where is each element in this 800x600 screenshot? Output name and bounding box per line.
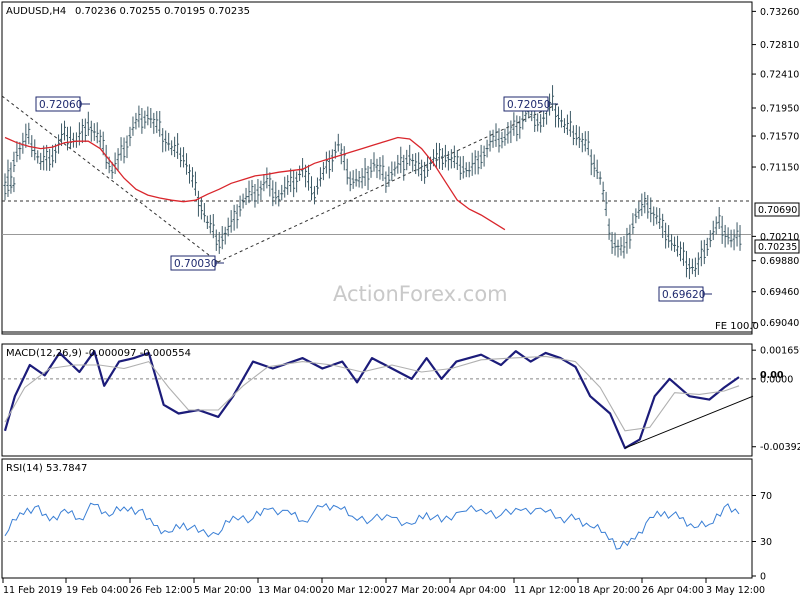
price-layer: 0.73260 0.72810 0.72410 0.71950 0.71570 0.711… (1, 7, 799, 333)
macd-axis-label: 0.0000 (760, 374, 793, 385)
macd-title: MACD(12,26,9) -0.000097 -0.000554 (6, 348, 191, 359)
price-title: AUDUSD,H4 (6, 6, 66, 17)
x-axis-label: 11 Feb 2019 (3, 585, 62, 596)
svg-text:0.72050: 0.72050 (507, 99, 550, 111)
x-axis-label: 18 Apr 20:00 (578, 585, 640, 596)
annotation-high-2: 0.72050 (503, 96, 550, 112)
macd-zero-label: 0.00 (760, 370, 784, 381)
macd-line (3, 350, 740, 450)
svg-text:0.70690: 0.70690 (758, 205, 797, 216)
rsi-line (4, 502, 740, 550)
svg-text:0.72060: 0.72060 (39, 99, 82, 111)
price-axis-label: 0.73260 (760, 7, 799, 18)
price-axis-label: 0.70210 (760, 232, 799, 243)
macd-trend-line (624, 395, 754, 449)
rsi-axis-label: 0 (760, 572, 766, 583)
svg-text:0.70235: 0.70235 (758, 242, 797, 253)
rsi-layer: 70 30 0 (2, 491, 772, 583)
macd-axis-label: 0.001659 (760, 346, 800, 357)
annotation-low-2: 0.69620 (658, 286, 705, 302)
x-axis-label: 11 Apr 12:00 (514, 585, 576, 596)
macd-panel-frame (1, 343, 753, 457)
price-axis-label: 0.72810 (760, 40, 799, 51)
price-axis-label: 0.71570 (760, 132, 799, 143)
svg-text:0.69620: 0.69620 (662, 289, 705, 301)
annotation-high-1: 0.72060 (35, 96, 82, 112)
price-tag-resistance: 0.70690 (754, 202, 800, 217)
price-axis-label: 0.69040 (760, 318, 799, 329)
rsi-axis-label: 30 (760, 537, 772, 548)
rsi-title: RSI(14) 53.7847 (6, 463, 87, 474)
trend-line-down (1, 95, 219, 263)
price-axis-label: 0.69880 (760, 256, 799, 267)
price-axis-label: 0.71950 (760, 104, 799, 115)
signal-line (4, 355, 740, 432)
x-axis-label: 5 Mar 20:00 (194, 585, 251, 596)
fe-label: FE 100.0 (715, 321, 759, 332)
watermark: ActionForex.com (333, 282, 508, 306)
annotation-low-1: 0.70030 (170, 255, 217, 271)
rsi-panel-frame (1, 458, 753, 579)
rsi-axis-label: 70 (760, 491, 772, 502)
x-axis-label: 20 Mar 12:00 (322, 585, 385, 596)
x-axis-label: 3 May 12:00 (706, 585, 765, 596)
x-axis-label: 26 Apr 04:00 (642, 585, 704, 596)
price-axis-label: 0.69460 (760, 287, 799, 298)
price-panel-frame (1, 1, 753, 335)
macd-layer: 0.001659 0.0000 -0.003922 0.00 (2, 346, 800, 453)
ohlc-readout: 0.70236 0.70255 0.70195 0.70235 (75, 6, 250, 17)
x-axis-label: 4 Apr 04:00 (450, 585, 506, 596)
price-tag-current: 0.70235 (754, 239, 800, 254)
x-axis-label: 26 Feb 12:00 (130, 585, 192, 596)
x-axis-label: 27 Mar 20:00 (386, 585, 449, 596)
svg-text:0.70030: 0.70030 (174, 258, 217, 270)
moving-average-line (4, 136, 506, 231)
x-axis-label: 13 Mar 04:00 (258, 585, 321, 596)
price-axis-label: 0.72410 (760, 70, 799, 81)
macd-axis-label: -0.003922 (760, 442, 800, 453)
price-axis-label: 0.71150 (760, 163, 799, 174)
x-axis-label: 19 Feb 04:00 (66, 585, 128, 596)
